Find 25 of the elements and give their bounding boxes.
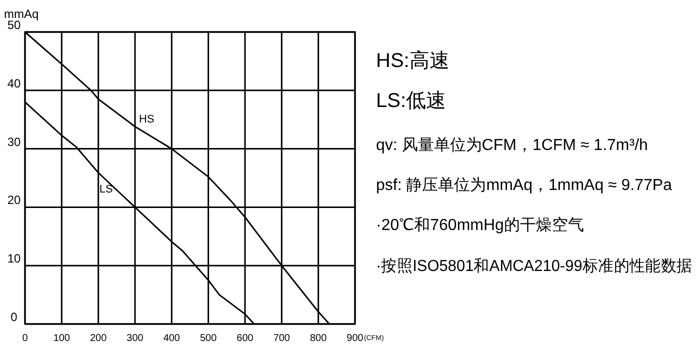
text: psf: 静压单位为mmAq，1mmAq ≈ 9.77Pa (376, 176, 672, 194)
y-tick-label: 40 (7, 76, 21, 90)
x-tick-label: 300 (126, 333, 144, 344)
x-tick-label: 0 (22, 333, 28, 344)
x-tick-label: 900 (346, 333, 364, 344)
x-tick-label: 600 (236, 333, 254, 344)
y-tick-label: 10 (7, 252, 21, 266)
x-tick-label: 800 (310, 333, 328, 344)
x-tick-label: 500 (200, 333, 218, 344)
y-tick-label: 50 (7, 18, 21, 32)
y-axis-title: mmAq (4, 7, 39, 21)
x-tick-label: 400 (163, 333, 180, 344)
text: ·按照ISO5801和AMCA210-99标准的性能数据 (376, 256, 692, 276)
text: HS:高速 (376, 49, 450, 72)
series-label: HS (139, 114, 154, 126)
series-label: LS (99, 184, 113, 196)
text: qv: 风量单位为CFM，1CFM ≈ 1.7m³/h (376, 136, 648, 154)
y-tick-label: 20 (7, 193, 21, 208)
y-tick-label: 30 (7, 134, 21, 149)
x-tick-label: 200 (90, 333, 108, 344)
text: LS:低速 (376, 90, 446, 112)
x-tick-label: 100 (53, 333, 70, 344)
y-tick-label: 0 (10, 310, 18, 324)
x-tick-label: 700 (273, 333, 290, 344)
text: ·20℃和760mmHg的干燥空气 (376, 216, 584, 234)
